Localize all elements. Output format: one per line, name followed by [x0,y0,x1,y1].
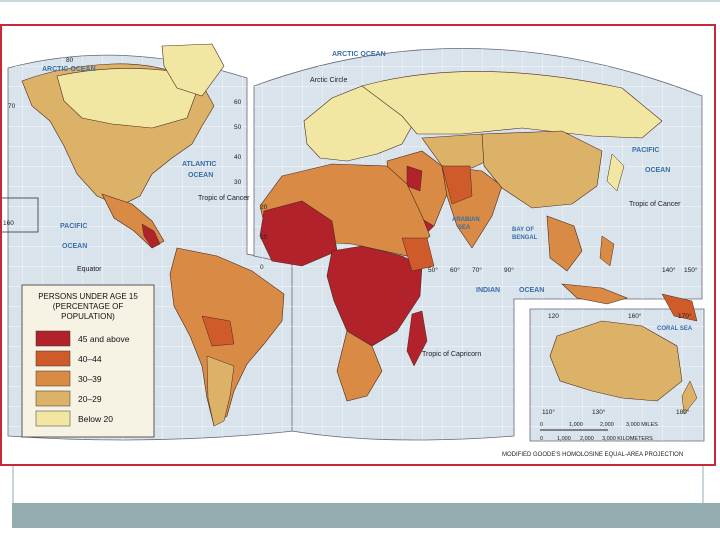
label-indian: INDIAN [476,287,500,294]
tick-50: 50 [234,124,242,131]
tick-0: 0 [260,264,264,271]
region-africa-horn [401,237,435,272]
scale-km-0: 0 [540,436,543,442]
slide-top-rule [0,0,720,2]
label-indian-ocean: OCEAN [519,287,544,294]
legend-label-1: 40–44 [78,354,102,364]
tick-lon-150: 150° [684,266,698,274]
region-australia [549,320,683,402]
tick-80: 80 [66,57,74,64]
legend-swatch-0 [35,330,71,347]
tick-30: 30 [234,179,242,186]
region-china [481,130,603,209]
legend-label-3: 20–29 [78,394,102,404]
region-madagascar [406,310,428,367]
label-arabian-sea-1: ARABIAN [452,217,480,223]
label-pacific-left-ocean: OCEAN [62,243,87,250]
coordinate-ticks: 80 70 60 50 40 30 20 10 0 160 150 120 50… [3,57,698,416]
region-guatemala [141,223,161,249]
scale-km-1000: 1,000 [557,436,571,442]
region-southeast-asia [546,215,583,272]
map-frame: ARCTIC OCEAN ARCTIC OCEAN ATLANTIC OCEAN… [0,24,716,466]
label-bay-of-bengal-2: BENGAL [512,235,538,241]
tick-lon-180: 180° [676,408,690,416]
region-new-zealand [681,380,698,415]
label-coral-sea: CORAL SEA [657,326,693,332]
tick-lon-140: 140° [662,266,676,274]
slide-left-rule [12,466,14,528]
region-argentina-chile [206,355,235,427]
world-map: ARCTIC OCEAN ARCTIC OCEAN ATLANTIC OCEAN… [2,43,705,458]
tick-lon-60: 60° [450,266,460,274]
legend-swatch-3 [35,390,71,407]
scale-miles-0: 0 [540,422,543,428]
label-tropic-cancer-right: Tropic of Cancer [629,201,681,208]
label-bay-of-bengal-1: BAY OF [512,227,534,233]
tick-70: 70 [8,103,16,110]
inset-box-left [2,197,39,233]
region-europe [303,85,413,162]
legend-label-0: 45 and above [78,334,130,344]
scale-miles-2000: 2,000 [600,422,614,428]
tick-120: 120 [548,313,559,320]
legend-items: 45 and above 40–44 30–39 20–29 Below 20 [35,330,130,427]
legend-label-4: Below 20 [78,414,113,424]
legend-swatch-2 [35,370,71,387]
region-greenland [161,43,225,97]
tick-160: 160 [3,220,14,227]
scale-km-2000: 2,000 [580,436,594,442]
region-indonesia [561,283,628,305]
region-japan [606,153,625,192]
tick-60: 60 [234,99,242,106]
label-atlantic-ocean: OCEAN [188,172,213,179]
legend: PERSONS UNDER AGE 15 (PERCENTAGE OF POPU… [21,284,155,438]
region-africa-south [336,330,383,402]
tick-lon-70: 70° [472,266,482,274]
projection-note: MODIFIED GOODE'S HOMOLOSINE EQUAL-AREA P… [502,452,683,458]
label-atlantic: ATLANTIC [182,161,216,168]
tick-20: 20 [260,204,268,211]
region-bolivia-paraguay [201,315,235,347]
region-africa-west [259,200,338,267]
legend-swatch-1 [35,350,71,367]
region-canada [56,68,198,129]
label-arabian-sea-2: SEA [458,225,471,231]
scale-miles-3000: 3,000 MILES [626,422,658,428]
slide-right-rule [702,466,704,528]
tick-lon-50: 50° [428,266,438,274]
label-arctic-circle: Arctic Circle [310,77,347,84]
label-tropic-cancer-left: Tropic of Cancer [198,195,250,202]
region-philippines [599,235,615,267]
ocean-labels: ARCTIC OCEAN ARCTIC OCEAN ATLANTIC OCEAN… [42,51,693,332]
label-equator: Equator [77,266,102,273]
tick-lon-170: 170° [678,312,692,320]
tick-40: 40 [234,154,242,161]
label-arctic-ocean-left: ARCTIC OCEAN [42,66,96,73]
tick-10: 10 [260,234,268,241]
label-pacific-right-ocean: OCEAN [645,167,670,174]
slide-footer-bar [12,503,720,528]
label-tropic-capricorn: Tropic of Capricorn [422,351,481,358]
tick-lon-160: 160° [628,312,642,320]
label-arctic-ocean-right: ARCTIC OCEAN [332,51,386,58]
region-papua [661,293,698,322]
label-pacific-right: PACIFIC [632,147,659,154]
scale-bar: 0 1,000 2,000 3,000 MILES 0 1,000 2,000 … [540,422,658,442]
scale-km-3000: 3,000 KILOMETERS [602,436,653,442]
legend-swatch-4 [35,410,71,427]
legend-title-line2: (PERCENTAGE OF [53,302,124,311]
region-afghanistan-pakistan [441,165,473,205]
legend-title-line3: POPULATION) [61,312,115,321]
line-labels: Arctic Circle Tropic of Cancer Tropic of… [77,77,681,358]
legend-label-2: 30–39 [78,374,102,384]
region-africa-central-east [326,245,423,347]
tick-lon-130: 130° [592,408,606,416]
scale-miles-1000: 1,000 [569,422,583,428]
tick-lon-110: 110° [542,408,555,416]
tick-lon-90: 90° [504,266,514,274]
legend-title-line1: PERSONS UNDER AGE 15 [38,292,138,301]
label-pacific-left: PACIFIC [60,223,87,230]
